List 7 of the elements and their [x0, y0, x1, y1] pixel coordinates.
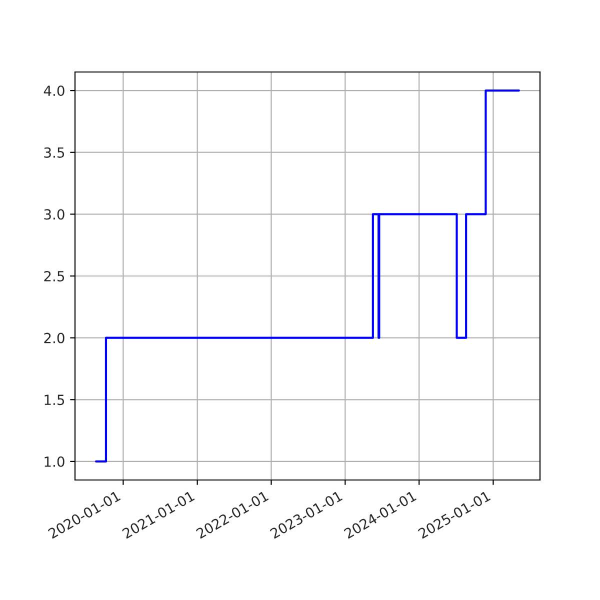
y-tick-label: 4.0 — [44, 86, 64, 96]
y-tick-label: 3.5 — [44, 147, 64, 158]
y-tick-label: 3.0 — [44, 209, 64, 220]
y-tick-label: 1.0 — [44, 456, 64, 467]
y-tick-label: 2.5 — [44, 270, 64, 282]
y-tick-label: 1.5 — [44, 394, 64, 406]
y-tick-label: 2.0 — [44, 332, 64, 344]
